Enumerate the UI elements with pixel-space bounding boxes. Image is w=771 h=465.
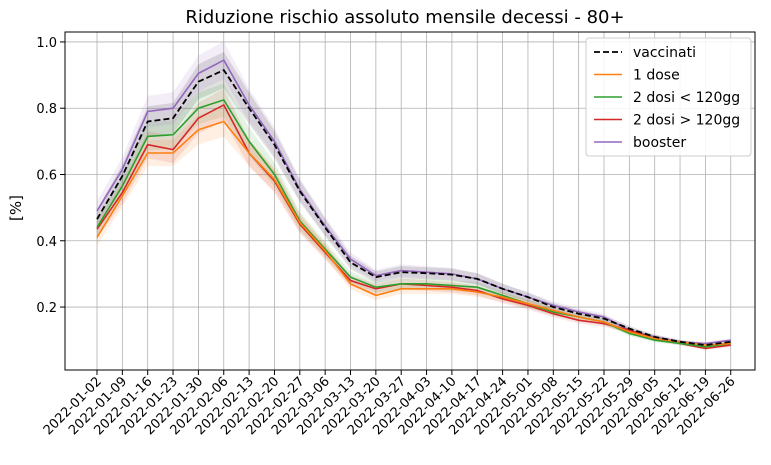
y-axis-label: [%] — [7, 195, 25, 221]
y-tick-label: 0.4 — [36, 235, 57, 250]
legend-label: vaccinati — [633, 45, 696, 61]
y-tick-label: 0.8 — [36, 102, 57, 117]
series-line-2-dosi-120gg — [96, 103, 731, 350]
grid — [65, 32, 755, 370]
legend-label: booster — [633, 135, 686, 151]
band-vaccinati — [97, 51, 731, 347]
y-tick-label: 0.2 — [36, 301, 57, 316]
band-1-dose — [97, 106, 731, 347]
legend-label: 2 dosi > 120gg — [633, 113, 740, 129]
series-line-2-dosi-120gg — [96, 98, 731, 348]
legend-label: 1 dose — [633, 68, 680, 84]
x-axis: 2022-01-022022-01-092022-01-162022-01-23… — [41, 370, 739, 438]
chart-title: Riduzione rischio assoluto mensile deces… — [185, 7, 624, 28]
series-line-vaccinati — [96, 68, 731, 347]
plot-frame — [64, 31, 756, 371]
series-lines — [96, 59, 731, 350]
y-axis: 0.2 0.4 0.6 0.8 1.0 — [36, 36, 65, 316]
y-tick-label: 1.0 — [36, 36, 57, 51]
legend: vaccinati 1 dose 2 dosi < 120gg 2 dosi > 12… — [585, 37, 752, 157]
series-line-1-dose — [96, 120, 731, 346]
y-tick-label: 0.6 — [36, 168, 57, 183]
legend-label: 2 dosi < 120gg — [633, 90, 740, 106]
series-line-booster — [96, 59, 731, 345]
band-2-dosi-120gg — [97, 88, 731, 350]
legend-box — [585, 37, 752, 157]
